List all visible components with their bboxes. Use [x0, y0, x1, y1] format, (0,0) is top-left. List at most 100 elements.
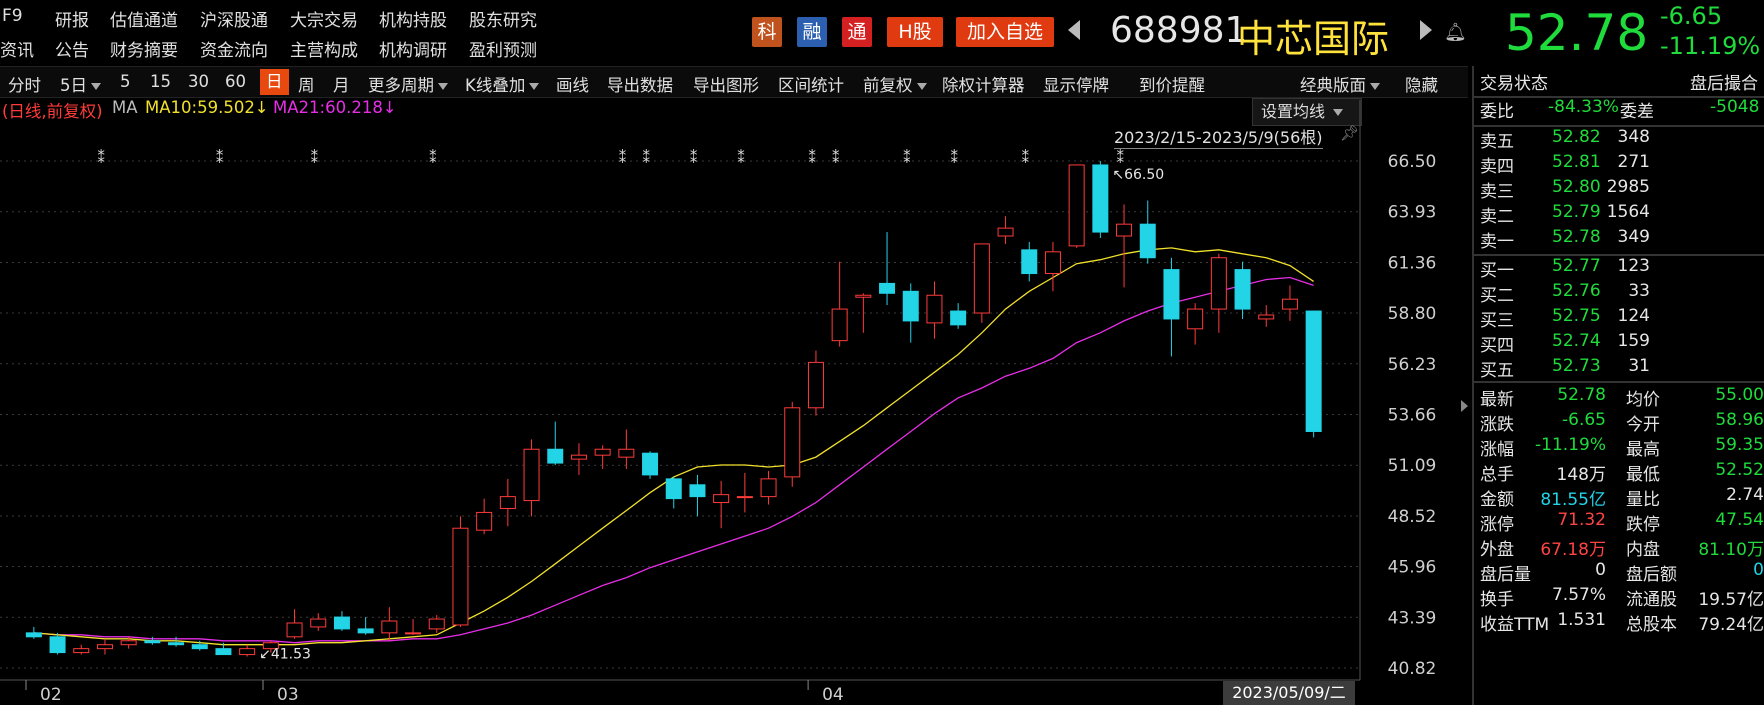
quote-cell: 总手: [1480, 465, 1514, 485]
ma10-line: [33, 247, 1314, 646]
quote-cell: 81.10万: [1698, 540, 1764, 560]
candle-body: [357, 628, 374, 634]
y-tick-label: 58.80: [1388, 304, 1437, 324]
badge-4[interactable]: 加入自选: [956, 17, 1054, 47]
toolbar-item[interactable]: 前复权: [863, 72, 927, 96]
y-tick-label: 63.93: [1388, 203, 1437, 223]
menu-item[interactable]: 财务摘要: [110, 41, 178, 61]
stat-row: 外盘 67.18万 内盘 81.10万: [1480, 535, 1764, 563]
y-tick-label: 45.96: [1388, 558, 1437, 578]
candle-body: [997, 227, 1014, 237]
quote-cell: 买五: [1480, 361, 1514, 381]
chevron-down-icon: [1333, 109, 1344, 116]
x-tick-label: 04: [822, 685, 844, 705]
candle-body: [547, 448, 564, 464]
menu-item[interactable]: 机构持股: [379, 11, 447, 31]
menu-item[interactable]: 盈利预测: [469, 41, 537, 61]
toolbar-item[interactable]: 导出数据: [607, 76, 673, 95]
candle-body: [191, 644, 208, 650]
quote-cell: 最低: [1626, 465, 1660, 485]
ma-label: MA: [112, 98, 138, 117]
toolbar-item[interactable]: 更多周期: [368, 72, 448, 96]
prev-stock-icon[interactable]: [1068, 20, 1080, 40]
candlestick-chart[interactable]: ⁑ ⁑ ⁑ ⁑ ⁑ ⁑ ⁑ ⁑ ⁑ ⁑ ⁑ ⁑ ⁑ ⁑ 66.50 63.93 61.36 58.80 56.23…: [0, 0, 1470, 705]
toolbar-item[interactable]: 显示停牌: [1043, 76, 1109, 95]
toolbar-item[interactable]: 日: [260, 69, 289, 95]
candle-body: [239, 648, 256, 656]
candle-body: [950, 310, 967, 326]
event-marker-icon: ⁑: [1022, 148, 1030, 167]
stat-row: 涨幅 -11.19% 最高 59.35: [1480, 435, 1764, 463]
candle-body: [902, 290, 919, 322]
candle-body: [855, 294, 872, 298]
quote-cell: 52.77: [1552, 256, 1601, 276]
toolbar-item[interactable]: 导出图形: [693, 76, 759, 95]
menu-item[interactable]: 资金流向: [200, 41, 268, 61]
bell-icon[interactable]: 🔔︎: [1444, 22, 1467, 43]
toolbar-item[interactable]: 画线: [556, 76, 589, 95]
toolbar-item[interactable]: 5日: [60, 72, 101, 96]
menu-item[interactable]: 沪深股通: [200, 11, 268, 31]
menu-item[interactable]: 股东研究: [469, 11, 537, 31]
chevron-down-icon: [529, 83, 540, 90]
menu-item[interactable]: 大宗交易: [290, 11, 358, 31]
toolbar-item[interactable]: 周: [298, 76, 315, 95]
candle-body: [594, 448, 611, 456]
quote-cell: 外盘: [1480, 540, 1514, 560]
quote-cell: 卖二: [1480, 207, 1514, 227]
quote-cell: 卖四: [1480, 157, 1514, 177]
toolbar-item[interactable]: K线叠加: [465, 72, 540, 96]
set-ma-button[interactable]: 设置均线: [1252, 98, 1362, 126]
toolbar-item[interactable]: 除权计算器: [942, 76, 1025, 95]
divider: [1474, 125, 1764, 127]
candle-body: [973, 243, 990, 314]
quote-cell: -6.65: [1562, 410, 1606, 430]
pin-icon[interactable]: 📌︎: [1340, 124, 1360, 142]
event-marker-icon: ⁑: [951, 148, 959, 167]
y-tick-label: 53.66: [1388, 406, 1437, 426]
menu-item[interactable]: 估值通道: [110, 11, 178, 31]
candle-body: [476, 511, 493, 531]
toolbar-item[interactable]: 30: [188, 72, 209, 91]
chevron-down-icon: [916, 83, 927, 90]
menu-item[interactable]: 主营构成: [290, 41, 358, 61]
quote-cell: 1.531: [1557, 610, 1606, 630]
quote-cell: 271: [1617, 152, 1650, 172]
badge-3[interactable]: H股: [887, 17, 943, 47]
chevron-down-icon: [91, 83, 101, 90]
badge-0[interactable]: 科: [752, 17, 782, 47]
badge-2[interactable]: 通: [842, 17, 872, 47]
candle-body: [1044, 251, 1061, 275]
menu-item[interactable]: F9: [2, 6, 23, 26]
max-price-label: ↖66.50: [1112, 167, 1164, 183]
toolbar-item[interactable]: 到价提醒: [1139, 76, 1205, 95]
ask-row: 卖四 52.81 271: [1480, 152, 1764, 180]
candle-body: [262, 642, 279, 650]
toolbar-item[interactable]: 15: [150, 72, 171, 91]
menu-item[interactable]: 资讯: [0, 41, 34, 61]
toolbar-item[interactable]: 60: [225, 72, 246, 91]
toolbar-item[interactable]: 经典版面: [1300, 72, 1380, 96]
menu-item[interactable]: 机构调研: [379, 41, 447, 61]
toolbar-item[interactable]: 月: [333, 76, 350, 95]
toolbar-item[interactable]: 隐藏: [1405, 76, 1438, 95]
stat-row: 换手 7.57% 流通股 19.57亿: [1480, 585, 1764, 613]
x-tick-label: 02: [40, 685, 62, 705]
toolbar-item[interactable]: 区间统计: [778, 76, 844, 95]
menu-item[interactable]: 公告: [55, 41, 89, 61]
toolbar-item[interactable]: 5: [120, 72, 131, 91]
divider: [1474, 254, 1764, 256]
badge-1[interactable]: 融: [797, 17, 827, 47]
menu-item[interactable]: 研报: [55, 11, 89, 31]
ask-row: 卖五 52.82 348: [1480, 127, 1764, 155]
quote-cell: 收益TTM: [1480, 615, 1550, 635]
candle-body: [736, 496, 753, 499]
y-tick-label: 40.82: [1388, 659, 1437, 679]
toolbar-item[interactable]: 分时: [8, 76, 41, 95]
collapse-panel-icon[interactable]: [1461, 400, 1468, 412]
next-stock-icon[interactable]: [1420, 20, 1432, 40]
quote-cell: 总股本: [1626, 615, 1677, 635]
panel-title-2: 盘后撮合: [1690, 74, 1758, 94]
quote-cell: 159: [1617, 331, 1650, 351]
candle-body: [665, 478, 682, 500]
